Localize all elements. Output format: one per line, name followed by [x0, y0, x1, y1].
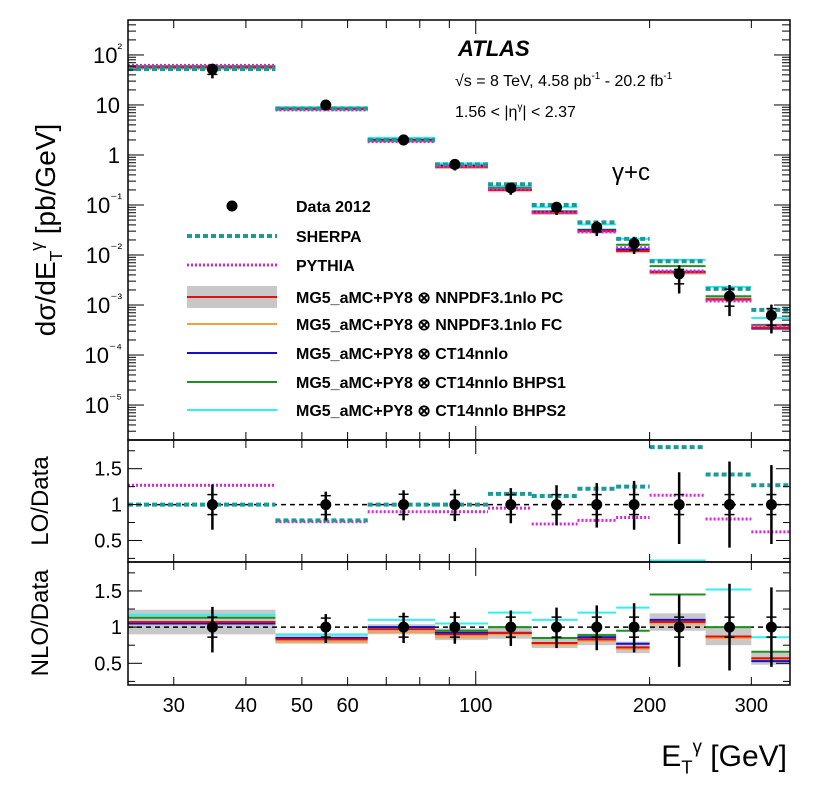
legend-sherpa-label: SHERPA — [296, 229, 362, 246]
lo-data-point-marker — [449, 499, 461, 511]
nlo-data-point-marker — [505, 621, 517, 633]
data-point-marker — [673, 268, 685, 280]
lo-data-point-marker — [591, 499, 603, 511]
nlo-data-point-marker — [398, 621, 410, 633]
legend-pythia-label: PYTHIA — [296, 258, 355, 275]
lo-y-tick-label: 1 — [111, 495, 122, 517]
energy-lumi-label: √s = 8 TeV, 4.58 pb-1 - 20.2 fb-1 — [455, 71, 673, 90]
data-point-marker — [320, 99, 332, 111]
lo-data-point-marker — [320, 499, 332, 511]
nlo-data-point-marker — [320, 621, 332, 633]
atlas-label: ATLAS — [457, 36, 530, 61]
lo-y-tick-label: 0.5 — [94, 530, 122, 552]
lo-data-point-marker — [628, 499, 640, 511]
legend-ct14nnlo-bhps1-label: MG5_aMC+PY8 ⊗ CT14nnlo BHPS1 — [296, 375, 566, 392]
y-tick-label: 10⁻² — [86, 241, 123, 268]
eta-range-label: 1.56 < |ηγ| < 2.37 — [455, 102, 576, 121]
main-panel: 10⁻⁵ 10⁻⁴ 10⁻³ 10⁻² 10⁻¹ 1 10 10² — [84, 19, 790, 441]
x-tick-label: 30 — [163, 695, 185, 717]
y-tick-label: 10⁻⁴ — [84, 341, 122, 368]
lo-data-point-marker — [398, 499, 410, 511]
legend-data-label: Data 2012 — [296, 199, 371, 216]
nlo-data-point-marker — [591, 621, 603, 633]
nlo-ratio-panel — [128, 559, 790, 671]
data-point-marker — [628, 237, 640, 249]
data-point-marker — [206, 63, 218, 75]
data-point-marker — [398, 134, 410, 146]
lo-data-point-marker — [724, 499, 736, 511]
x-tick-label: 200 — [633, 695, 666, 717]
x-tick-label: 50 — [291, 695, 313, 717]
data-point-marker — [765, 309, 777, 321]
lo-y-axis-title: LO/Data — [27, 456, 54, 546]
nlo-data-point-marker — [765, 621, 777, 633]
legend-ct14nnlo-label: MG5_aMC+PY8 ⊗ CT14nnlo — [296, 346, 508, 363]
nlo-data-point-marker — [206, 621, 218, 633]
lo-data-point-marker — [551, 499, 563, 511]
nlo-data-point-marker — [628, 621, 640, 633]
data-point-marker — [551, 201, 563, 213]
nlo-data-point-marker — [724, 621, 736, 633]
process-label: γ+c — [612, 159, 650, 186]
x-tick-label: 40 — [235, 695, 257, 717]
y-tick-label: 1 — [108, 143, 120, 168]
y-tick-label: 10⁻⁵ — [85, 391, 122, 418]
x-tick-label: 100 — [459, 695, 492, 717]
legend-ct14nnlo-bhps2-label: MG5_aMC+PY8 ⊗ CT14nnlo BHPS2 — [296, 403, 566, 420]
nlo-data-point-marker — [449, 621, 461, 633]
x-tick-label: 300 — [735, 695, 768, 717]
nlo-y-axis-title: NLO/Data — [27, 569, 54, 676]
data-point-marker — [449, 158, 461, 170]
lo-ratio-panel — [128, 445, 790, 548]
lo-data-point-marker — [206, 499, 218, 511]
x-tick-label: 60 — [336, 695, 358, 717]
y-tick-label: 10² — [93, 41, 122, 68]
y-tick-label: 10⁻³ — [86, 291, 123, 318]
legend-nnpdf31-fc-label: MG5_aMC+PY8 ⊗ NNPDF3.1nlo FC — [296, 317, 563, 334]
data-point-marker — [724, 290, 736, 302]
legend-data-marker — [226, 200, 238, 212]
nlo-data-point-marker — [551, 621, 563, 633]
y-tick-label: 10⁻¹ — [86, 191, 123, 218]
x-axis-title: ETγ [GeV] — [661, 736, 787, 778]
lo-data-point-marker — [673, 499, 685, 511]
nlo-y-tick-label: 0.5 — [94, 653, 122, 675]
legend: Data 2012 SHERPA PYTHIA MG5_aMC+PY8 ⊗ NNPDF… — [187, 199, 566, 420]
lo-data-point-marker — [505, 499, 517, 511]
lo-data-point-marker — [765, 499, 777, 511]
nlo-frame — [127, 561, 791, 686]
nlo-y-tick-label: 1.5 — [94, 581, 122, 603]
y-axis-title: dσ/dETγ [pb/GeV] — [26, 124, 66, 336]
lo-y-tick-label: 1.5 — [94, 459, 122, 481]
nlo-data-point-marker — [673, 621, 685, 633]
nlo-y-tick-label: 1 — [111, 617, 122, 639]
data-point-marker — [505, 182, 517, 194]
legend-nnpdf31-pc-label: MG5_aMC+PY8 ⊗ NNPDF3.1nlo PC — [296, 290, 564, 307]
y-tick-label: 10 — [96, 93, 120, 118]
data-point-marker — [591, 221, 603, 233]
